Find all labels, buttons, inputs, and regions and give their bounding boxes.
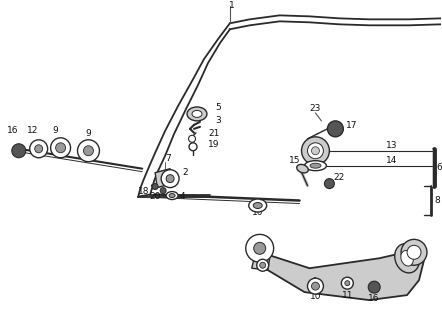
Ellipse shape [395, 244, 419, 273]
Text: 10: 10 [252, 208, 263, 217]
Text: 1: 1 [229, 1, 235, 10]
Text: 16: 16 [7, 126, 19, 135]
Ellipse shape [169, 194, 175, 197]
Circle shape [160, 188, 166, 194]
Polygon shape [255, 240, 424, 300]
Text: 18: 18 [137, 187, 149, 196]
Text: 14: 14 [386, 156, 398, 165]
Circle shape [401, 239, 427, 265]
Text: 19: 19 [208, 140, 220, 149]
Text: 8: 8 [434, 196, 440, 205]
Circle shape [312, 282, 320, 290]
Circle shape [312, 147, 320, 155]
Text: 3: 3 [215, 116, 221, 125]
Circle shape [246, 234, 274, 262]
Ellipse shape [192, 110, 202, 117]
Circle shape [51, 138, 71, 158]
Ellipse shape [297, 164, 309, 173]
Circle shape [30, 140, 48, 158]
Ellipse shape [249, 199, 267, 212]
Circle shape [152, 184, 158, 189]
Text: 12: 12 [27, 126, 38, 135]
Circle shape [341, 277, 353, 289]
Text: 20: 20 [149, 192, 161, 201]
Polygon shape [155, 169, 172, 188]
Text: 10: 10 [310, 292, 321, 300]
Text: 23: 23 [310, 104, 321, 114]
Circle shape [257, 259, 269, 271]
Ellipse shape [187, 107, 207, 121]
Text: 17: 17 [346, 121, 357, 130]
Circle shape [56, 143, 65, 153]
Polygon shape [252, 255, 270, 270]
Circle shape [328, 121, 343, 137]
Circle shape [308, 143, 324, 159]
Text: 11: 11 [342, 291, 353, 300]
Ellipse shape [253, 203, 262, 209]
Text: 5: 5 [215, 103, 221, 112]
Circle shape [301, 137, 329, 165]
Text: 9: 9 [86, 129, 91, 138]
Circle shape [308, 278, 324, 294]
Polygon shape [252, 240, 270, 254]
Ellipse shape [166, 192, 178, 200]
Circle shape [166, 175, 174, 183]
Text: 16: 16 [369, 293, 380, 303]
Circle shape [84, 146, 93, 156]
Ellipse shape [310, 163, 321, 168]
Circle shape [324, 179, 335, 188]
Text: 9: 9 [53, 126, 58, 135]
Ellipse shape [401, 251, 413, 266]
Circle shape [77, 140, 99, 162]
Text: 7: 7 [165, 154, 171, 163]
Text: 15: 15 [289, 156, 300, 165]
Ellipse shape [305, 161, 326, 171]
Text: 2: 2 [182, 168, 188, 177]
Circle shape [35, 145, 43, 153]
Circle shape [161, 170, 179, 188]
Circle shape [407, 245, 421, 259]
Circle shape [345, 281, 350, 286]
Text: 4: 4 [179, 192, 185, 201]
Circle shape [368, 281, 380, 293]
Text: 13: 13 [386, 141, 398, 150]
Circle shape [260, 262, 266, 268]
Text: 6: 6 [436, 163, 442, 172]
Circle shape [254, 242, 266, 254]
Circle shape [12, 144, 26, 158]
Text: 22: 22 [334, 173, 345, 182]
Circle shape [189, 135, 195, 142]
Circle shape [189, 143, 197, 151]
Text: 21: 21 [208, 129, 220, 138]
